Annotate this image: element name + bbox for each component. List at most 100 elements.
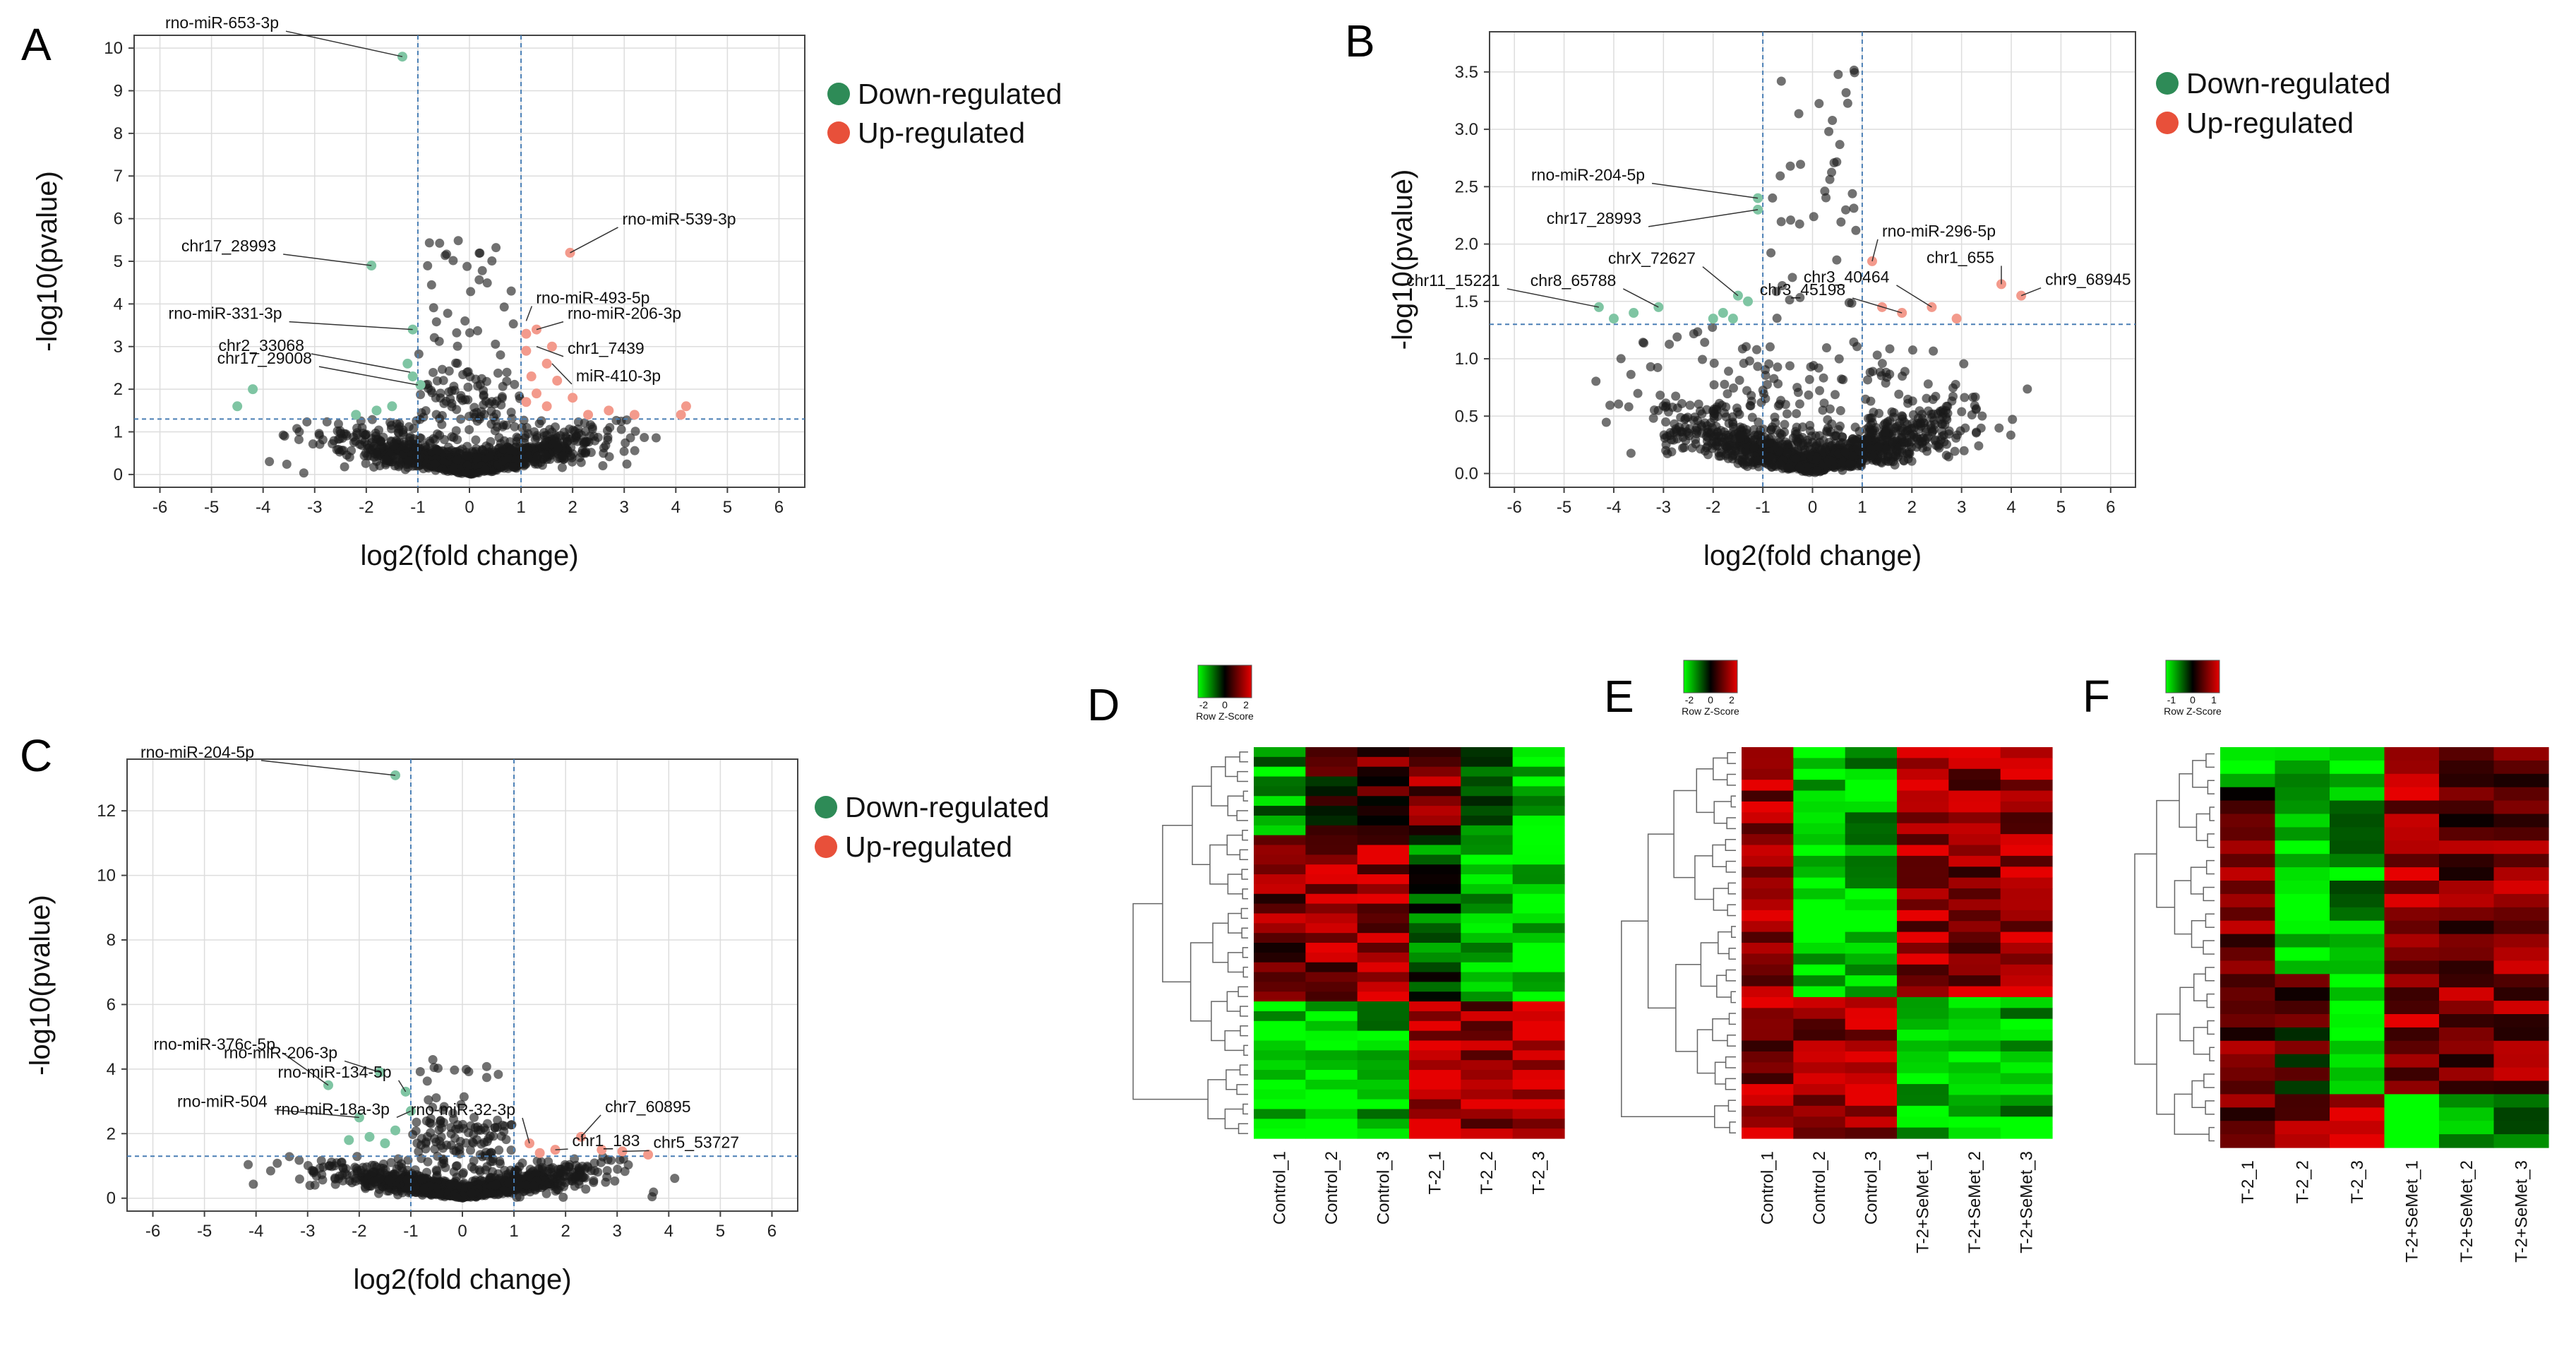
neutral-point <box>1903 394 1913 404</box>
heatmap-cell <box>1948 877 2001 889</box>
dendrogram-branch <box>1647 833 1676 1009</box>
neutral-point <box>589 1177 599 1187</box>
neutral-point <box>1646 362 1655 371</box>
heatmap-cell <box>1305 796 1358 806</box>
x-tick-label: -6 <box>152 498 167 517</box>
neutral-point <box>1749 424 1759 434</box>
neutral-point <box>367 434 377 443</box>
neutral-point <box>369 1167 378 1177</box>
dendrogram-branch <box>1713 888 1729 911</box>
neutral-point <box>422 1076 432 1086</box>
heatmap-cell <box>1793 996 1846 1008</box>
neutral-point <box>1832 255 1842 265</box>
heatmap-cell <box>1897 1116 1949 1128</box>
dendrogram-branch <box>1714 1105 1730 1128</box>
heatmap-cell <box>1845 1084 1898 1096</box>
heatmap-cell <box>2220 760 2276 775</box>
heatmap-cell <box>1948 1073 2001 1085</box>
heatmap-cell <box>2000 1051 2053 1063</box>
heatmap-cell <box>1845 812 1898 824</box>
heatmap-cell <box>1845 801 1898 813</box>
heatmap-cell <box>1254 756 1306 768</box>
neutral-point <box>459 1124 469 1133</box>
heatmap-cell <box>1845 910 1898 922</box>
neutral-point <box>453 455 462 465</box>
neutral-point <box>517 1158 527 1168</box>
neutral-point <box>1735 376 1744 386</box>
heatmap-cell <box>1742 1073 1794 1085</box>
heatmap-cell <box>1845 899 1898 911</box>
heatmap-cell <box>2000 747 2053 758</box>
neutral-point <box>292 424 302 434</box>
heatmap-cell <box>2220 800 2276 815</box>
heatmap-cell <box>1897 790 1949 802</box>
neutral-point <box>1894 389 1904 399</box>
neutral-point <box>477 266 487 275</box>
heatmap-cell <box>1512 766 1565 778</box>
neutral-point <box>1798 422 1808 432</box>
dendrogram-branch <box>1238 986 1248 997</box>
heatmap-cell <box>1897 1095 1949 1107</box>
neutral-point <box>1783 448 1792 458</box>
dendrogram-branch <box>1728 947 1736 960</box>
x-tick-label: 5 <box>2056 498 2066 517</box>
heatmap-cell <box>1409 874 1461 885</box>
neutral-point <box>1735 431 1744 441</box>
heatmap-cell <box>1742 1030 1794 1042</box>
neutral-point <box>1820 186 1830 196</box>
heatmap-cell <box>1793 1127 1846 1139</box>
up-regulated-point <box>534 1148 545 1158</box>
heatmap-cell <box>1948 975 2001 987</box>
heatmap-cell <box>2439 814 2495 828</box>
heatmap-cell <box>1357 883 1410 895</box>
heatmap-cell <box>2330 787 2385 802</box>
heatmap-cell <box>2493 787 2549 802</box>
neutral-point <box>1724 441 1734 451</box>
annotation-leader <box>1506 288 1599 308</box>
heatmap-cell <box>1793 747 1846 758</box>
x-tick-label: 2 <box>561 1222 570 1241</box>
heatmap-cell <box>2384 827 2440 841</box>
heatmap-cell <box>1357 972 1410 982</box>
heatmap-cell <box>1461 845 1514 855</box>
heatmap-cell <box>1512 1060 1565 1071</box>
heatmap-cell <box>1409 776 1461 787</box>
heatmap-cell <box>1357 1070 1410 1080</box>
heatmap-cell <box>1409 1079 1461 1090</box>
y-tick-label: 9 <box>114 81 123 100</box>
heatmap-cell <box>1512 815 1565 826</box>
neutral-point <box>630 427 640 436</box>
heatmap-cell <box>1948 943 2001 954</box>
heatmap-cell <box>2493 867 2549 881</box>
heatmap-cell <box>2439 787 2495 802</box>
x-tick-label: 3 <box>620 498 629 517</box>
heatmap-cell <box>1409 923 1461 934</box>
annotation-label: rno-miR-504 <box>177 1092 268 1110</box>
neutral-point <box>357 435 367 445</box>
heatmap-cell <box>1948 845 2001 857</box>
heatmap-cell <box>1305 933 1358 943</box>
heatmap-cell <box>1254 835 1306 846</box>
neutral-point <box>461 1064 471 1074</box>
neutral-point <box>1931 391 1941 401</box>
neutral-point <box>1722 449 1732 459</box>
dendrogram-branch <box>1242 888 1248 900</box>
heatmap-cell <box>1793 931 1846 943</box>
neutral-point <box>1792 383 1802 393</box>
heatmap-cell <box>1742 888 1794 900</box>
neutral-point <box>282 459 292 469</box>
dendrogram-branch <box>1673 790 1697 879</box>
neutral-point <box>460 395 470 405</box>
neutral-point <box>493 368 503 378</box>
down-regulated-point <box>390 1125 400 1136</box>
neutral-point <box>248 1179 258 1189</box>
heatmap-cell <box>1254 1109 1306 1119</box>
heatmap-cell <box>1793 1084 1846 1096</box>
heatmap-cell <box>1409 962 1461 973</box>
heatmap-cell <box>1845 986 1898 998</box>
heatmap-cell <box>1409 972 1461 982</box>
heatmap-cell <box>1409 835 1461 846</box>
dendrogram-branch <box>1238 1123 1248 1134</box>
dendrogram-branch <box>1237 770 1248 782</box>
heatmap-cell <box>1305 893 1358 905</box>
